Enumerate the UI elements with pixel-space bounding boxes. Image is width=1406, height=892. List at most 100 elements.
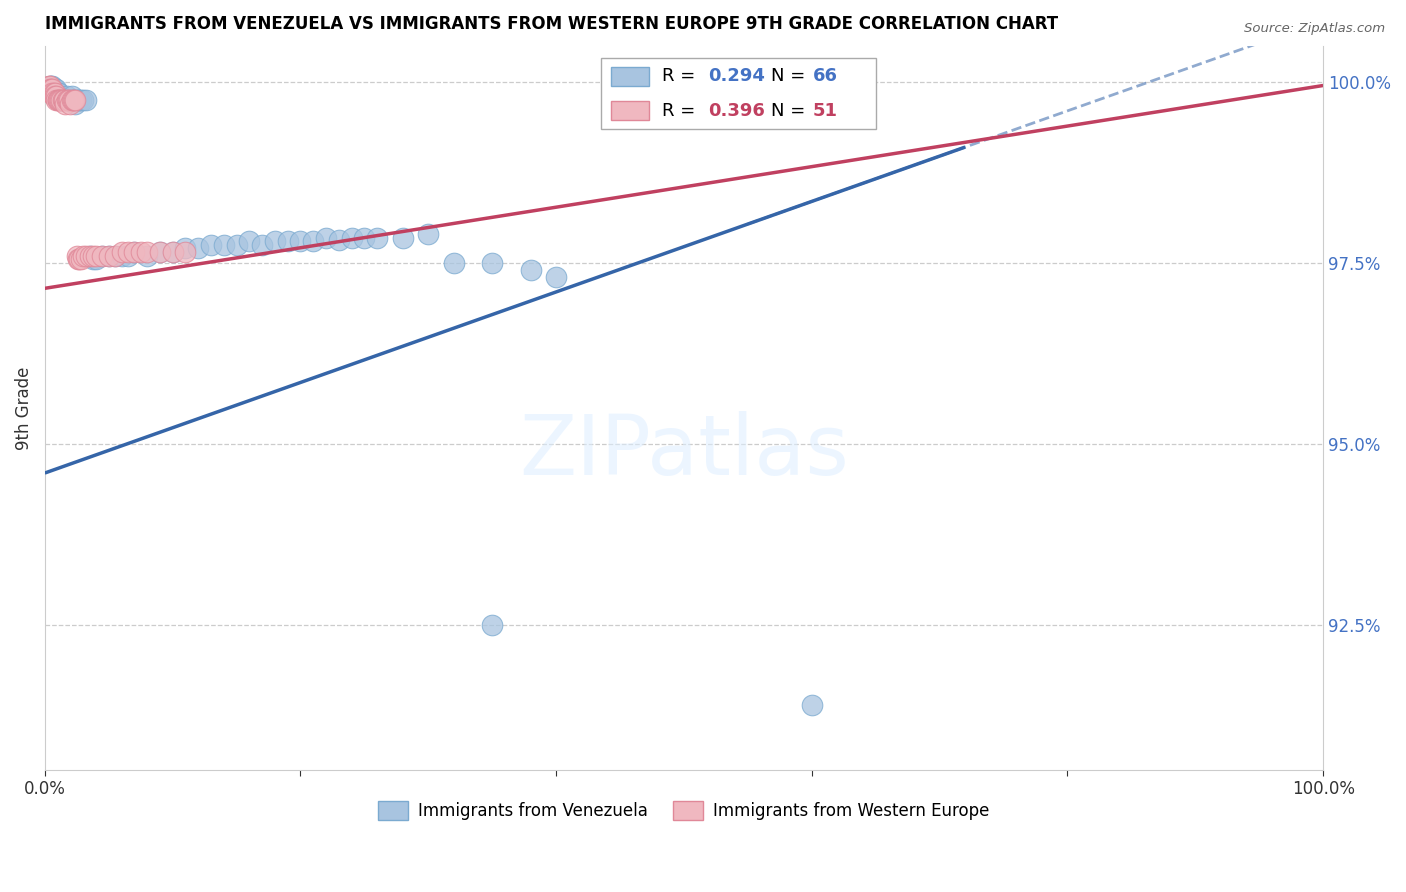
Text: 0.396: 0.396 bbox=[709, 102, 765, 120]
Point bbox=[443, 256, 465, 270]
Point bbox=[75, 249, 97, 263]
Point bbox=[800, 698, 823, 712]
Point bbox=[60, 93, 83, 107]
Point bbox=[250, 238, 273, 252]
Text: N =: N = bbox=[770, 102, 811, 120]
Point bbox=[174, 245, 197, 260]
Point bbox=[212, 238, 235, 252]
Point bbox=[69, 93, 91, 107]
Point bbox=[117, 245, 139, 260]
Point bbox=[302, 234, 325, 248]
Point bbox=[67, 252, 90, 267]
Point bbox=[55, 93, 77, 107]
Point bbox=[117, 249, 139, 263]
Point bbox=[67, 93, 90, 107]
Point bbox=[65, 96, 87, 111]
Point bbox=[418, 227, 440, 241]
Point bbox=[46, 86, 69, 100]
Point bbox=[97, 249, 120, 263]
Point bbox=[97, 249, 120, 263]
Point bbox=[110, 245, 132, 260]
Point bbox=[53, 93, 76, 107]
Point bbox=[41, 78, 63, 93]
Point bbox=[48, 93, 70, 107]
Point bbox=[238, 234, 260, 248]
Text: N =: N = bbox=[770, 67, 811, 85]
Point bbox=[187, 242, 209, 256]
Point bbox=[46, 93, 69, 107]
Point bbox=[149, 245, 172, 260]
Point bbox=[110, 249, 132, 263]
Point bbox=[59, 96, 82, 111]
Point bbox=[60, 89, 83, 103]
Point bbox=[104, 249, 127, 263]
Point bbox=[62, 93, 84, 107]
Point bbox=[72, 93, 94, 107]
Point bbox=[366, 230, 388, 244]
Point bbox=[66, 249, 89, 263]
Point bbox=[519, 263, 541, 277]
Point bbox=[136, 249, 159, 263]
Text: R =: R = bbox=[662, 102, 702, 120]
Point bbox=[53, 93, 76, 107]
Point bbox=[44, 86, 66, 100]
Point bbox=[41, 82, 63, 96]
Point bbox=[42, 82, 65, 96]
Point bbox=[45, 89, 67, 103]
Point bbox=[41, 82, 63, 96]
Point bbox=[42, 89, 65, 103]
Point bbox=[200, 238, 222, 252]
Point bbox=[55, 89, 77, 103]
Point bbox=[546, 270, 568, 285]
Point bbox=[149, 245, 172, 260]
Point bbox=[65, 93, 87, 107]
Point bbox=[162, 245, 184, 260]
Point bbox=[45, 82, 67, 96]
Point bbox=[66, 93, 89, 107]
Point bbox=[49, 93, 72, 107]
Point bbox=[52, 93, 75, 107]
Point bbox=[39, 82, 62, 96]
Point bbox=[58, 93, 80, 107]
Point bbox=[59, 93, 82, 107]
Point bbox=[56, 93, 79, 107]
Legend: Immigrants from Venezuela, Immigrants from Western Europe: Immigrants from Venezuela, Immigrants fr… bbox=[371, 794, 997, 827]
Point bbox=[39, 82, 62, 96]
Point bbox=[49, 89, 72, 103]
Point bbox=[45, 93, 67, 107]
FancyBboxPatch shape bbox=[612, 67, 650, 86]
Text: 66: 66 bbox=[813, 67, 838, 85]
Point bbox=[69, 252, 91, 267]
Point bbox=[91, 249, 114, 263]
Point bbox=[38, 78, 60, 93]
FancyBboxPatch shape bbox=[600, 58, 876, 129]
Text: 51: 51 bbox=[813, 102, 838, 120]
Point bbox=[62, 93, 84, 107]
Point bbox=[75, 93, 97, 107]
Point bbox=[264, 234, 287, 248]
Point bbox=[46, 89, 69, 103]
Point bbox=[46, 93, 69, 107]
Point bbox=[353, 230, 375, 244]
Point bbox=[53, 96, 76, 111]
Point bbox=[67, 252, 90, 267]
Point bbox=[91, 249, 114, 263]
Point bbox=[51, 93, 73, 107]
Y-axis label: 9th Grade: 9th Grade bbox=[15, 366, 32, 450]
Point bbox=[48, 86, 70, 100]
Point bbox=[63, 93, 86, 107]
Point bbox=[290, 234, 312, 248]
Point bbox=[39, 78, 62, 93]
Point bbox=[481, 618, 503, 632]
Text: ZIPatlas: ZIPatlas bbox=[519, 411, 849, 491]
Point bbox=[328, 233, 350, 247]
Point bbox=[44, 89, 66, 103]
Point bbox=[225, 238, 247, 252]
Point bbox=[39, 78, 62, 93]
Point bbox=[162, 245, 184, 260]
Point bbox=[124, 245, 146, 260]
Point bbox=[800, 78, 823, 93]
Point bbox=[79, 249, 101, 263]
Point bbox=[53, 93, 76, 107]
Point bbox=[56, 93, 79, 107]
